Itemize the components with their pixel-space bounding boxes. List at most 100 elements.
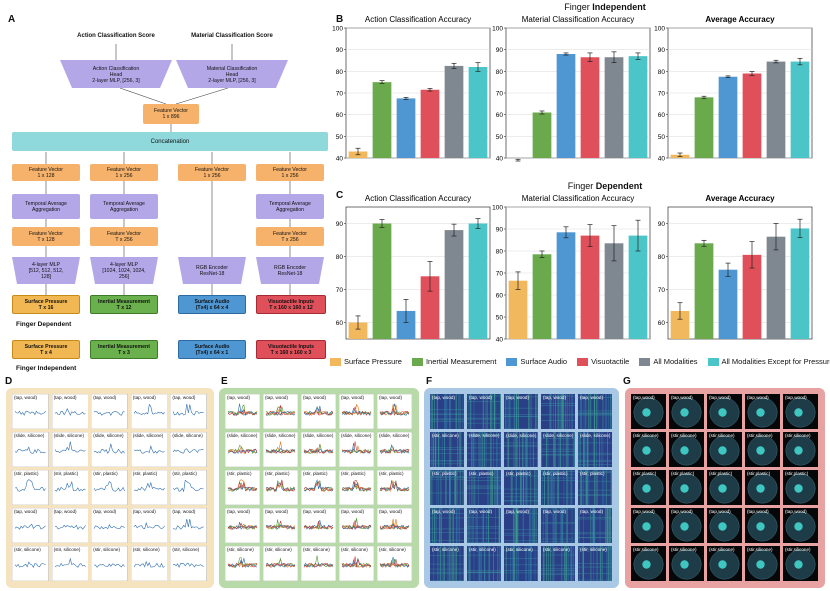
- sample-cell: (slide, silicone): [377, 432, 412, 467]
- sample-label: (stir, silicone): [432, 547, 459, 552]
- bar: [604, 57, 624, 158]
- sample-label: (stir,silicone): [671, 433, 697, 438]
- sample-label: (tap, wood): [93, 395, 117, 400]
- sample-cell: (stir, plastic): [12, 470, 49, 505]
- sample-cell: (tap, wood): [263, 394, 298, 429]
- sample-cell: (stir, silicone): [170, 546, 207, 581]
- y-tick-label: 90: [496, 227, 504, 234]
- pressure-plot: [170, 432, 207, 467]
- audio-plot: [541, 394, 575, 429]
- bar: [766, 61, 786, 159]
- sample-label: (tap, wood): [132, 395, 156, 400]
- sample-cell: (stir, silicone): [430, 432, 464, 467]
- bar: [790, 61, 810, 159]
- pressure-plot: [12, 470, 49, 505]
- sample-label: (slide, silicone): [469, 433, 500, 438]
- y-tick-label: 100: [654, 26, 665, 33]
- y-tick-label: 90: [658, 47, 666, 54]
- y-tick-label: 80: [496, 249, 504, 256]
- legend-imu: Inertial Measurement: [411, 357, 496, 366]
- sample-label: (tap,wood): [633, 509, 655, 514]
- legend-swatch: [506, 357, 518, 366]
- imu-plot: [263, 432, 298, 467]
- sample-label: (stir,silicone): [671, 547, 697, 552]
- bar: [742, 73, 762, 158]
- sample-cell: (tap, wood): [377, 508, 412, 543]
- sample-cell: (stir, plastic): [339, 470, 374, 505]
- visuo-plot: [745, 470, 780, 505]
- panel-label-g: G: [623, 376, 631, 387]
- sample-label: (tap, wood): [93, 509, 117, 514]
- bar: [742, 254, 762, 339]
- sample-cell: (stir, plastic): [301, 470, 336, 505]
- sample-label: (stir,plastic): [785, 471, 809, 476]
- sample-cell: (tap, wood): [339, 508, 374, 543]
- sample-cell: (stir, silicone): [301, 546, 336, 581]
- y-tick-label: 80: [336, 254, 344, 261]
- bar: [694, 97, 714, 158]
- sample-label: (stir, silicone): [172, 547, 200, 552]
- sample-label: (tap, wood): [506, 395, 529, 400]
- sample-label: (tap, wood): [227, 509, 250, 514]
- visuo-plot: [707, 394, 742, 429]
- sample-label: (stir,silicone): [633, 433, 659, 438]
- sample-cell: (tap, wood): [377, 394, 412, 429]
- pressure-encoder: 4-layer MLP [512, 512, 512, 128]: [28, 261, 64, 280]
- legend-swatch: [707, 357, 719, 366]
- sample-label: (tap, wood): [469, 509, 492, 514]
- sample-cell: (stir,silicone): [631, 432, 666, 467]
- sample-label: (stir, plastic): [172, 471, 197, 476]
- visuo-plot: [745, 432, 780, 467]
- visuotactile-input-dependent: Visuotactile Inputs T x 160 x 160 x 12: [256, 295, 326, 314]
- visuo-plot: [631, 508, 666, 543]
- sample-cell: (stir, silicone): [130, 546, 168, 581]
- sample-label: (stir, plastic): [506, 471, 531, 476]
- y-tick-label: 100: [492, 26, 503, 33]
- sample-cell: (stir, plastic): [430, 470, 464, 505]
- y-tick-label: 50: [658, 134, 666, 141]
- sample-cell: (stir,silicone): [783, 546, 818, 581]
- sample-label: (stir,silicone): [633, 547, 659, 552]
- sample-label: (stir, plastic): [14, 471, 39, 476]
- sample-cell: (tap,wood): [707, 394, 742, 429]
- imu-plot: [263, 394, 298, 429]
- visuo-plot: [669, 546, 704, 581]
- bar: [372, 82, 392, 158]
- y-tick-label: 40: [496, 337, 504, 344]
- audio-plot: [504, 432, 538, 467]
- bar: [628, 235, 648, 339]
- sample-label: (tap, wood): [303, 395, 326, 400]
- y-tick-label: 60: [658, 320, 666, 327]
- bar: [396, 98, 416, 158]
- visuo-plot: [745, 394, 780, 429]
- sample-cell: (slide, silicone): [130, 432, 168, 467]
- bar: [556, 232, 576, 339]
- imu-samples-grid: (tap, wood) (tap, wood) (tap, wood) (tap, w…: [219, 388, 419, 588]
- bar: [420, 89, 440, 158]
- sample-cell: (stir,plastic): [669, 470, 704, 505]
- sample-label: (slide, silicone): [265, 433, 296, 438]
- pressure-plot: [91, 470, 128, 505]
- y-tick-label: 100: [332, 26, 343, 33]
- sample-cell: (stir, silicone): [578, 546, 612, 581]
- sample-cell: (slide, silicone): [339, 432, 374, 467]
- chart-title: Action Classification Accuracy: [365, 194, 471, 203]
- audio-plot: [541, 470, 575, 505]
- sample-cell: (slide, silicone): [263, 432, 298, 467]
- legend-swatch: [577, 357, 589, 366]
- sample-cell: (tap, wood): [130, 394, 168, 429]
- visuo-plot: [669, 508, 704, 543]
- panel-label-a: A: [8, 14, 16, 25]
- sample-cell: (tap, wood): [504, 508, 538, 543]
- sample-cell: (stir,silicone): [631, 546, 666, 581]
- y-tick-label: 70: [658, 287, 666, 294]
- y-tick-label: 40: [336, 156, 344, 163]
- pressure-plot: [91, 508, 128, 543]
- pressure-plot: [51, 394, 89, 429]
- sample-cell: (tap, wood): [430, 394, 464, 429]
- sample-label: (slide, silicone): [132, 433, 164, 438]
- sample-cell: (tap,wood): [745, 394, 780, 429]
- sample-label: (stir,silicone): [785, 547, 811, 552]
- audio-plot: [504, 508, 538, 543]
- sample-label: (stir, silicone): [379, 547, 406, 552]
